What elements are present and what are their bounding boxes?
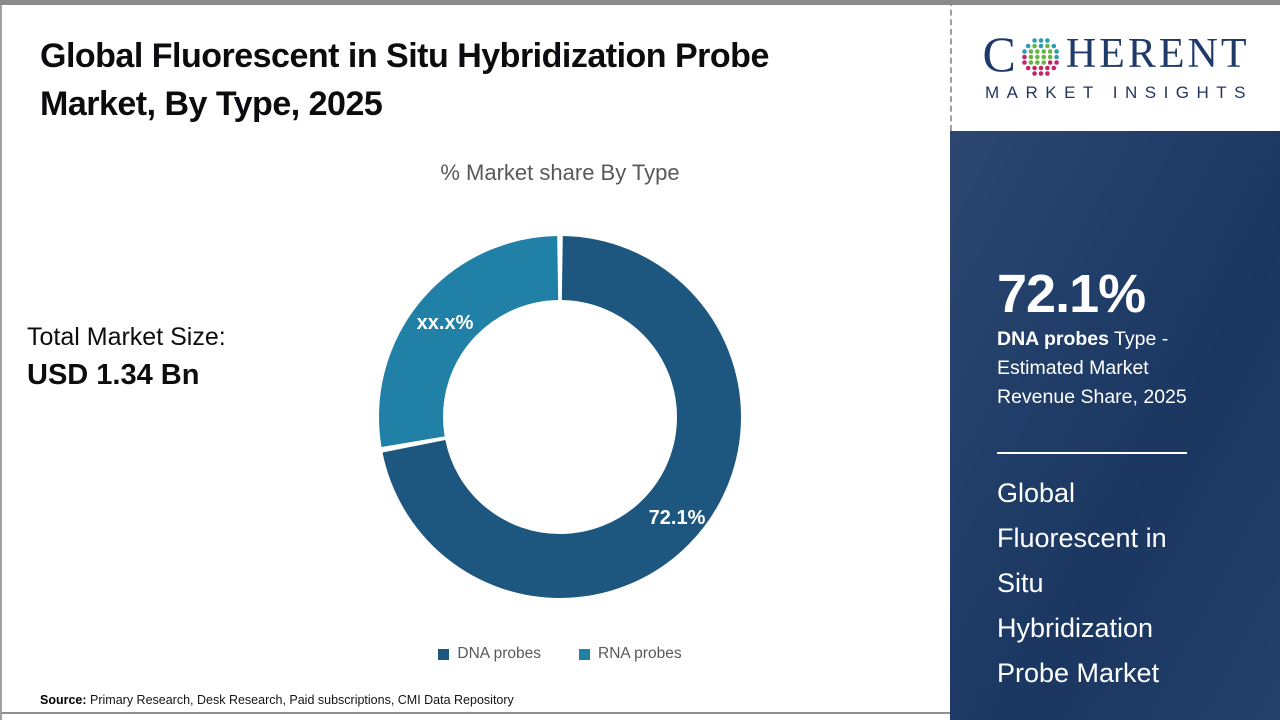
stat-description-bold: DNA probes xyxy=(997,328,1109,350)
donut-segment-rna-probes xyxy=(379,236,741,598)
donut-chart-svg: xx.x% 72.1% xyxy=(379,236,741,598)
sidebar-body: 72.1% DNA probes Type - Estimated Market… xyxy=(950,131,1280,720)
bottom-rule-line xyxy=(0,712,950,714)
slice-label-dna-probes: 72.1% xyxy=(649,507,706,529)
page-title-line1: Global Fluorescent in Situ Hybridization… xyxy=(40,37,769,75)
donut-segment-dna-probes xyxy=(379,236,741,598)
legend-item-dna-probes: DNA probes xyxy=(438,645,541,663)
brand-tagline: MARKET INSIGHTS xyxy=(984,82,1254,102)
page-title: Global Fluorescent in Situ Hybridization… xyxy=(40,32,920,128)
dotted-globe-icon xyxy=(1022,37,1059,76)
chart-panel: Global Fluorescent in Situ Hybridization… xyxy=(0,32,950,714)
source-line: Source: Primary Research, Desk Research,… xyxy=(40,693,514,707)
chart-subtitle: % Market share By Type xyxy=(440,160,680,185)
stat-value: 72.1% xyxy=(997,264,1146,324)
total-market-value: USD 1.34 Bn xyxy=(27,359,200,391)
legend-label-dna: DNA probes xyxy=(457,645,541,662)
left-border-line xyxy=(0,0,2,720)
total-market-block: Total Market Size: USD 1.34 Bn xyxy=(27,323,226,392)
sidebar-divider-line xyxy=(997,452,1187,454)
legend-swatch-rna-icon xyxy=(579,648,590,660)
chart-legend: DNA probes RNA probes xyxy=(185,645,935,663)
source-prefix: Source: xyxy=(40,693,87,707)
donut-chart: xx.x% 72.1% xyxy=(370,227,750,607)
brand-letter-c: C xyxy=(982,25,1016,82)
total-market-label: Total Market Size: xyxy=(27,323,226,351)
top-border-bar xyxy=(0,0,1280,5)
sidebar-market-title: Global Fluorescent in Situ Hybridization… xyxy=(997,478,1167,688)
stat-description-rest: Type - Estimated Market Revenue Share, 2… xyxy=(997,328,1187,408)
legend-swatch-dna-icon xyxy=(438,648,450,660)
sidebar: C HERENT MARKET INSIGHTS 72.1% xyxy=(950,0,1280,720)
stat-description: DNA probes Type - Estimated Market Reven… xyxy=(997,325,1205,412)
brand-logo: C HERENT MARKET INSIGHTS xyxy=(950,0,1280,131)
legend-item-rna-probes: RNA probes xyxy=(579,645,682,663)
source-text: Primary Research, Desk Research, Paid su… xyxy=(86,693,514,707)
slice-label-rna-probes: xx.x% xyxy=(417,312,474,334)
coherent-wordmark: C HERENT xyxy=(982,29,1249,79)
brand-letters-herent: HERENT xyxy=(1065,30,1250,77)
legend-label-rna: RNA probes xyxy=(598,645,682,662)
page-title-line2: Market, By Type, 2025 xyxy=(40,85,383,123)
